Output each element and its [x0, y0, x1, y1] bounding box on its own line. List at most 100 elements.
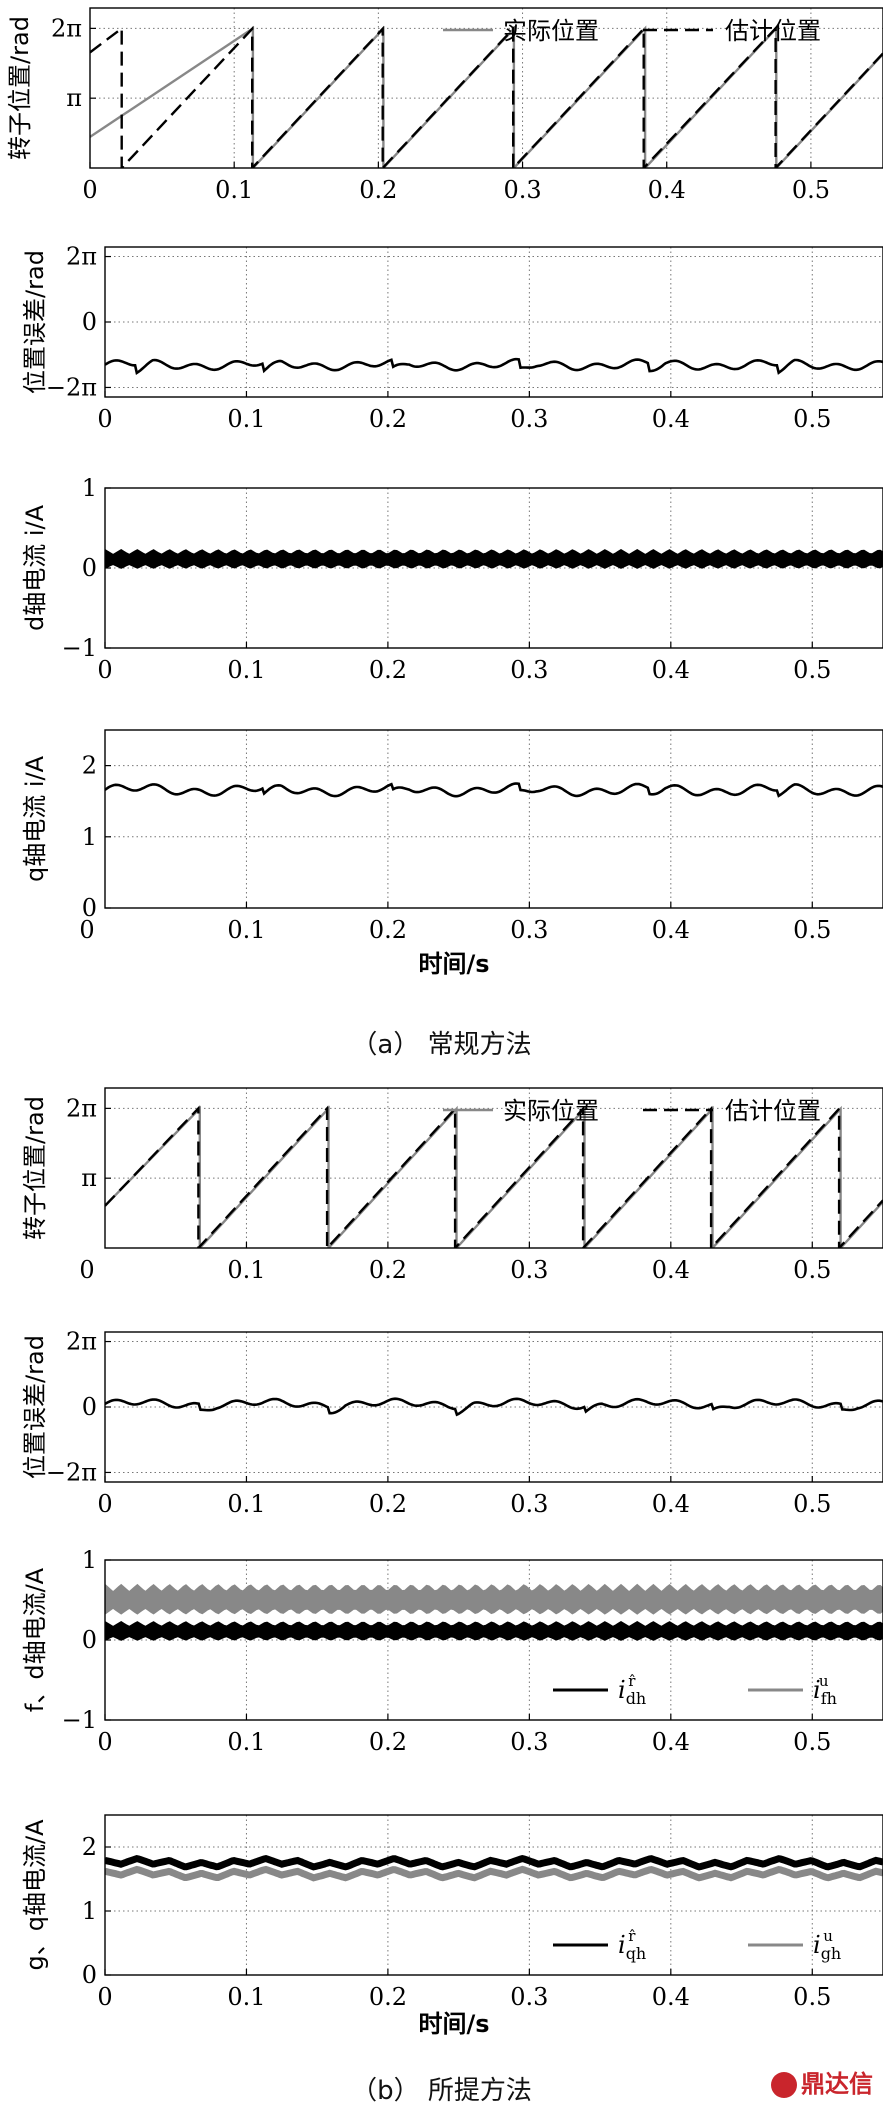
legend-label: ighu [813, 1927, 841, 1963]
legend-label: iqhr̂ [618, 1927, 646, 1963]
y-axis-label: 位置误差/rad [21, 1335, 49, 1479]
watermark-text: 鼎达信 [801, 2070, 873, 2098]
plot-frame [104, 246, 883, 398]
x-tick-label: 0 [97, 656, 112, 684]
x-tick-label: 0 [97, 1983, 112, 2011]
watermark: 鼎达信 [771, 2064, 873, 2099]
y-tick-label: 1 [82, 474, 97, 502]
origin-label: 0 [79, 916, 94, 944]
legend-estimated-label: 估计位置 [725, 17, 821, 45]
x-tick-label: 0.2 [369, 1983, 407, 2011]
x-tick-label: 0.3 [510, 1256, 548, 1284]
x-tick-label: 0.1 [227, 916, 265, 944]
plot-area [90, 25, 883, 168]
plot-area [105, 1854, 883, 1882]
y-tick-label: 0 [82, 1961, 97, 1989]
x-tick-label: 0.2 [369, 1256, 407, 1284]
y-tick-label: 1 [82, 1897, 97, 1925]
y-tick-label: −2π [46, 1458, 97, 1486]
legend-label: ifhu [813, 1672, 837, 1708]
plot-area [105, 1105, 883, 1248]
x-tick-label: 0.5 [793, 1490, 831, 1518]
x-tick-label: 0 [82, 176, 97, 204]
caption-b: （b） 所提方法 [351, 2076, 532, 2106]
y-tick-label: 1 [82, 823, 97, 851]
chart-a4: 0.1 0.2 0.3 0.4 0.5 0 1 2 q轴电流 i/A 时间/s [21, 729, 883, 978]
x-tick-label: 0.3 [510, 656, 548, 684]
x-tick-label: 0.4 [652, 656, 690, 684]
x-tick-label: 0.1 [227, 1490, 265, 1518]
origin-label: 0 [79, 1256, 94, 1284]
x-tick-label: 0.4 [652, 1728, 690, 1756]
plot-frame [104, 1814, 883, 1976]
plot-area [105, 549, 883, 569]
y-axis-label: 转子位置/rad [6, 16, 34, 160]
y-tick-label: −1 [62, 1706, 97, 1734]
y-tick-label: 2π [66, 243, 97, 271]
y-axis-label: g、q轴电流/A [21, 1819, 49, 1971]
x-tick-label: 0.1 [227, 1983, 265, 2011]
y-axis-label: q轴电流 i/A [21, 755, 49, 882]
x-tick-label: 0.2 [359, 176, 397, 204]
y-tick-label: 2 [82, 1833, 97, 1861]
x-tick-label: 0.1 [227, 1728, 265, 1756]
y-tick-label: 0 [82, 554, 97, 582]
legend-estimated-label: 估计位置 [725, 1097, 821, 1125]
x-tick-label: 0.5 [793, 656, 831, 684]
x-tick-label: 0.2 [369, 916, 407, 944]
x-tick-label: 0.4 [652, 405, 690, 433]
x-tick-label: 0.5 [793, 1728, 831, 1756]
y-tick-label: 2π [66, 1328, 97, 1356]
series-line [105, 1854, 883, 1871]
x-tick-label: 0.3 [510, 1983, 548, 2011]
x-tick-label: 0.5 [793, 916, 831, 944]
plot-area [105, 1583, 883, 1641]
x-tick-label: 0.1 [227, 656, 265, 684]
x-tick-label: 0.1 [227, 1256, 265, 1284]
y-tick-label: π [81, 1164, 97, 1192]
y-axis-label: f、d轴电流/A [21, 1567, 49, 1712]
chart-b1: 0.1 0.2 0.3 0.4 0.5 π 2π 转子位置/rad 实际位置 估计位置 [21, 1087, 883, 1284]
series-line [105, 782, 883, 798]
legend-actual-label: 实际位置 [503, 1097, 599, 1125]
series-band [105, 1621, 883, 1641]
series-line [105, 1865, 883, 1882]
series-line [105, 1397, 883, 1417]
x-tick-label: 0.1 [227, 405, 265, 433]
series-estimated-line [90, 25, 883, 168]
y-tick-label: 0 [82, 1626, 97, 1654]
plot-frame [89, 7, 883, 169]
y-tick-label: 2 [82, 752, 97, 780]
x-tick-label: 0.4 [652, 1490, 690, 1518]
x-tick-label: 0.3 [510, 916, 548, 944]
x-tick-label: 0.2 [369, 405, 407, 433]
y-tick-label: 2π [51, 14, 82, 42]
y-tick-label: 2π [66, 1094, 97, 1122]
y-axis-label: 转子位置/rad [21, 1096, 49, 1240]
x-tick-label: 0.1 [215, 176, 253, 204]
chart-a1: 0 0.1 0.2 0.3 0.4 0.5 π 2π 转子位置/rad 实际位置 估计位置 [6, 7, 883, 204]
y-axis-label: d轴电流 i/A [21, 504, 49, 631]
series-band [105, 1583, 883, 1615]
x-tick-label: 0.4 [652, 916, 690, 944]
x-tick-label: 0.2 [369, 1728, 407, 1756]
x-tick-label: 0.4 [652, 1256, 690, 1284]
x-tick-label: 0 [97, 405, 112, 433]
x-axis-title: 时间/s [418, 2010, 489, 2038]
y-tick-label: 0 [82, 308, 97, 336]
series-estimated-line [105, 1105, 883, 1248]
series-actual-line [105, 1105, 883, 1248]
x-tick-label: 0.5 [793, 1983, 831, 2011]
y-tick-label: 1 [82, 1546, 97, 1574]
y-tick-label: 0 [82, 894, 97, 922]
legend-actual-label: 实际位置 [503, 17, 599, 45]
y-axis-label: 位置误差/rad [21, 250, 49, 394]
x-tick-label: 0.3 [510, 405, 548, 433]
y-tick-label: −1 [62, 634, 97, 662]
x-tick-label: 0.4 [648, 176, 686, 204]
x-tick-label: 0.3 [510, 1490, 548, 1518]
y-tick-label: −2π [46, 373, 97, 401]
y-tick-label: 0 [82, 1393, 97, 1421]
